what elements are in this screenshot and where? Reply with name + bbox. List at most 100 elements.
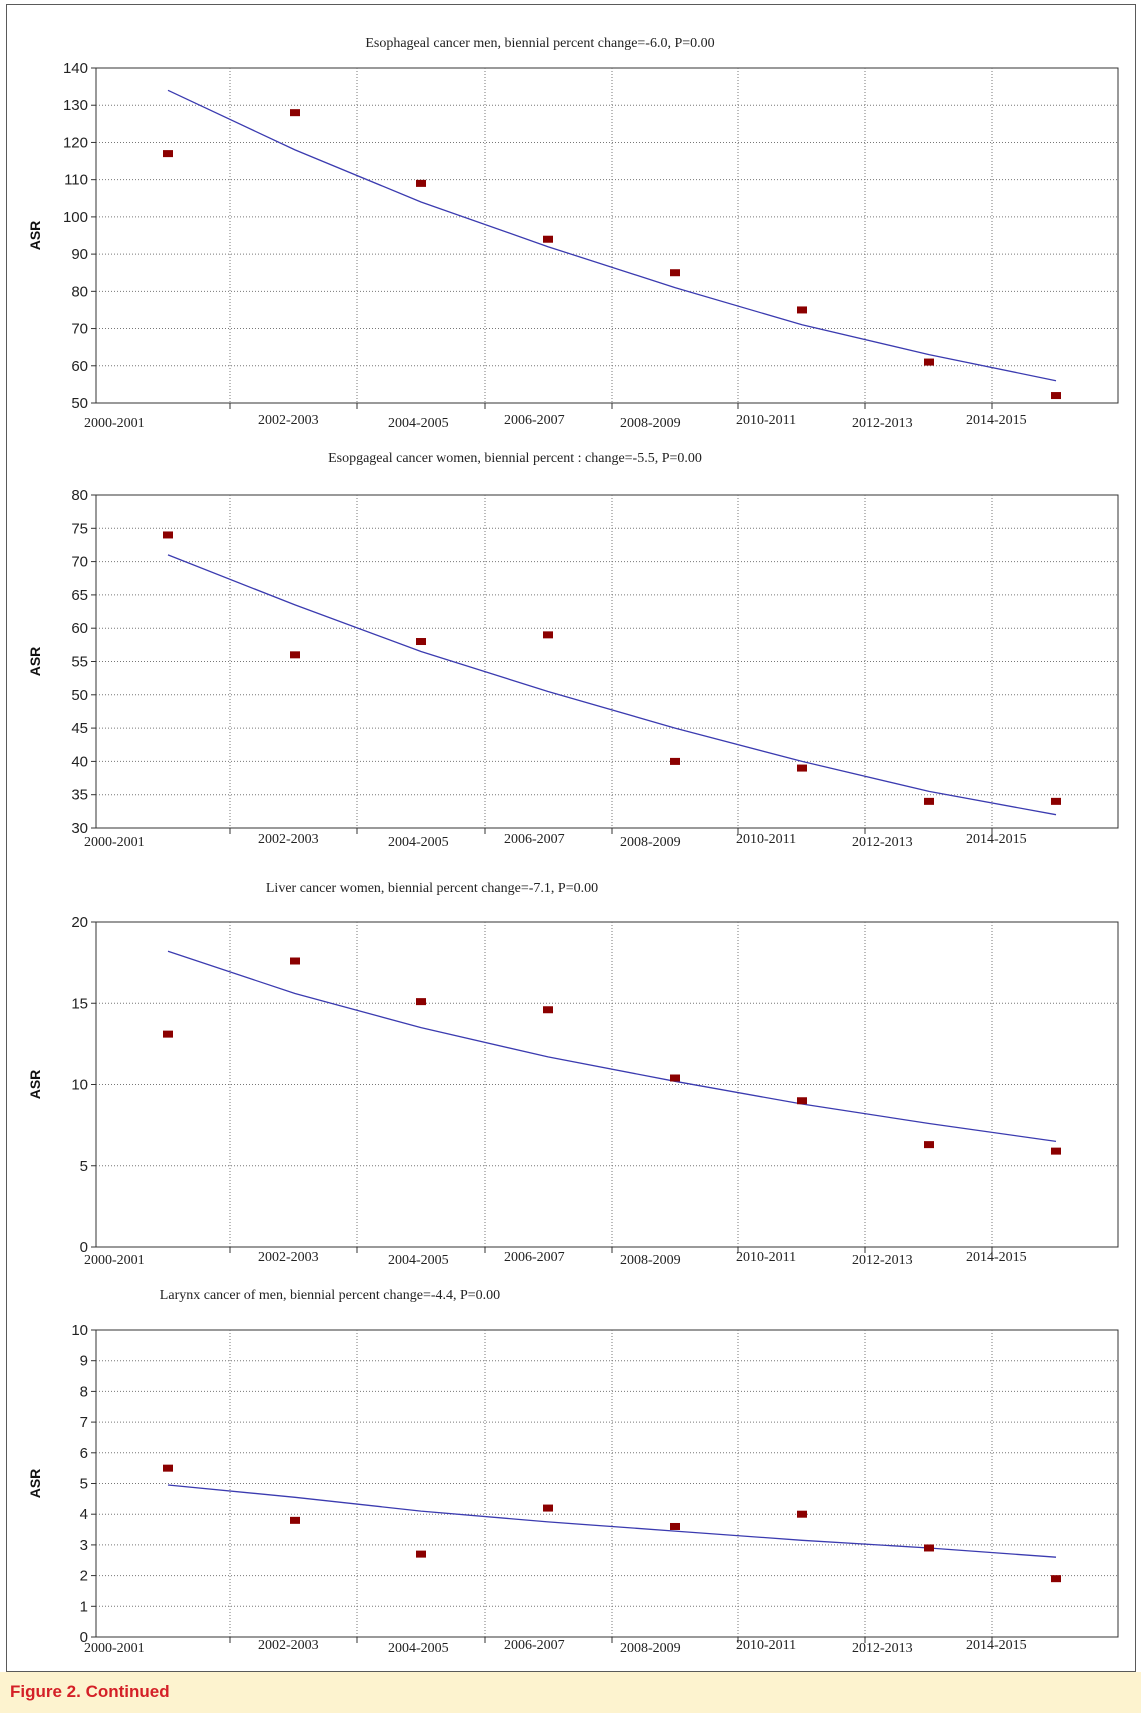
y-tick-label: 10	[71, 1077, 88, 1094]
x-tick-label: 2012-2013	[852, 1641, 913, 1656]
y-tick-label: 2	[80, 1568, 88, 1585]
x-tick-label: 2002-2003	[258, 1638, 319, 1653]
data-point	[163, 1030, 173, 1038]
x-tick-label: 2012-2013	[852, 835, 913, 850]
x-tick-label: 2010-2011	[736, 1250, 796, 1265]
x-tick-label: 2006-2007	[504, 413, 565, 428]
data-point	[290, 109, 300, 117]
y-tick-label: 140	[63, 60, 88, 77]
x-tick-label: 2004-2005	[388, 835, 449, 850]
data-point	[543, 631, 553, 639]
y-tick-label: 4	[80, 1506, 88, 1523]
data-point	[543, 235, 553, 243]
y-tick-label: 50	[71, 395, 88, 412]
data-point	[670, 1074, 680, 1082]
data-point	[1051, 1575, 1061, 1583]
y-axis-label: ASR	[27, 1469, 43, 1499]
data-point	[797, 306, 807, 314]
x-tick-label: 2006-2007	[504, 832, 565, 847]
trend-line	[167, 950, 1057, 1143]
y-axis-label: ASR	[27, 221, 43, 251]
data-point	[163, 531, 173, 539]
y-axis-label: ASR	[27, 647, 43, 677]
y-tick-label: 80	[71, 283, 88, 300]
y-tick-label: 50	[71, 687, 88, 704]
y-tick-label: 60	[71, 358, 88, 375]
data-point	[290, 1516, 300, 1524]
data-point	[416, 179, 426, 187]
data-point	[543, 1504, 553, 1512]
y-tick-label: 120	[63, 134, 88, 151]
x-tick-label: 2010-2011	[736, 413, 796, 428]
y-tick-label: 70	[71, 554, 88, 571]
data-point	[797, 764, 807, 772]
y-tick-label: 5	[80, 1158, 88, 1175]
y-tick-label: 100	[63, 209, 88, 226]
y-tick-label: 6	[80, 1445, 88, 1462]
x-tick-label: 2004-2005	[388, 1641, 449, 1656]
data-point	[670, 1522, 680, 1530]
data-point	[1051, 1147, 1061, 1155]
y-tick-label: 15	[71, 995, 88, 1012]
trend-line	[167, 1484, 1057, 1558]
y-tick-label: 130	[63, 97, 88, 114]
data-point	[163, 150, 173, 158]
chart-panel-1: 50 60 70 80 90 100 110 120 130 140 Esophageal canc…	[27, 36, 1119, 431]
data-point	[797, 1097, 807, 1105]
y-axis-label: ASR	[27, 1070, 43, 1100]
x-tick-label: 2008-2009	[620, 1641, 681, 1656]
x-tick-label: 2000-2001	[84, 835, 145, 850]
figure-caption: Figure 2. Continued	[10, 1682, 170, 1701]
y-tick-label: 70	[71, 321, 88, 338]
y-tick-label: 80	[71, 487, 88, 504]
data-point	[416, 1550, 426, 1558]
y-tick-label: 60	[71, 620, 88, 637]
y-tick-label: 20	[71, 914, 88, 931]
x-tick-label: 2000-2001	[84, 416, 145, 431]
chart-title: Esopgageal cancer women, biennial percen…	[328, 451, 702, 466]
x-tick-label: 2000-2001	[84, 1641, 145, 1656]
x-tick-label: 2008-2009	[620, 835, 681, 850]
y-tick-label: 9	[80, 1353, 88, 1370]
y-tick-label: 3	[80, 1537, 88, 1554]
x-tick-label: 2008-2009	[620, 1253, 681, 1268]
y-tick-label: 40	[71, 753, 88, 770]
x-tick-label: 2014-2015	[966, 413, 1027, 428]
chart-panel-3: 0 5 10 15 20 Liver cancer women, biennial per…	[27, 881, 1119, 1268]
data-point	[670, 757, 680, 765]
data-point	[924, 1544, 934, 1552]
data-point	[416, 638, 426, 646]
x-tick-label: 2008-2009	[620, 416, 681, 431]
x-tick-label: 2002-2003	[258, 1250, 319, 1265]
data-point	[924, 797, 934, 805]
x-tick-label: 2006-2007	[504, 1250, 565, 1265]
y-tick-label: 5	[80, 1476, 88, 1493]
chart-panel-2: 30 35 40 45 50 55 60 65 70 75 80 Esopgageal cancer …	[27, 451, 1119, 850]
x-tick-label: 2000-2001	[84, 1253, 145, 1268]
x-tick-label: 2014-2015	[966, 1638, 1027, 1653]
x-tick-label: 2004-2005	[388, 416, 449, 431]
chart-title: Larynx cancer of men, biennial percent c…	[160, 1288, 500, 1303]
chart-title: Liver cancer women, biennial percent cha…	[266, 881, 598, 896]
data-point	[1051, 797, 1061, 805]
data-point	[163, 1464, 173, 1472]
data-point	[670, 269, 680, 277]
y-tick-label: 10	[71, 1322, 88, 1339]
data-point	[290, 957, 300, 965]
y-tick-label: 45	[71, 720, 88, 737]
x-tick-label: 2004-2005	[388, 1253, 449, 1268]
trend-line	[167, 554, 1057, 816]
data-point	[1051, 392, 1061, 400]
y-tick-label: 8	[80, 1383, 88, 1400]
data-point	[797, 1510, 807, 1518]
y-tick-label: 0	[80, 1629, 88, 1646]
data-point	[924, 1141, 934, 1149]
data-point	[924, 358, 934, 366]
data-point	[543, 1006, 553, 1014]
x-tick-label: 2010-2011	[736, 1638, 796, 1653]
x-tick-label: 2010-2011	[736, 832, 796, 847]
x-tick-label: 2006-2007	[504, 1638, 565, 1653]
x-tick-label: 2014-2015	[966, 1250, 1027, 1265]
data-point	[290, 651, 300, 659]
